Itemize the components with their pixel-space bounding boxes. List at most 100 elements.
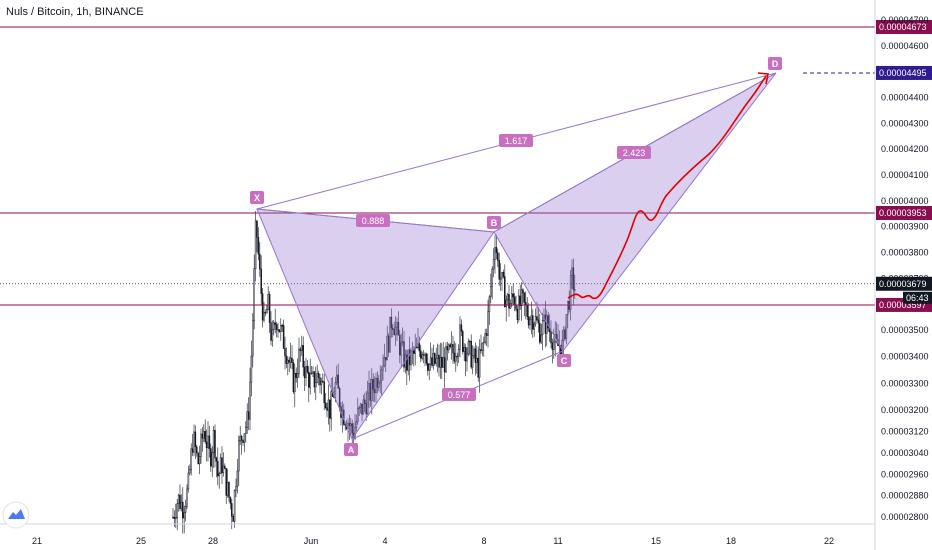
candle-body [365,403,367,415]
candle-body [200,433,202,457]
candle-body [386,335,388,361]
candle-body [245,426,247,434]
candle-body [420,350,422,359]
candle-body [522,289,524,294]
candle-body [474,348,477,363]
candle-body [323,381,325,404]
candle-body [243,433,246,443]
price-tick-label: 0.00004300 [881,118,929,128]
countdown-text: 06:43 [906,293,929,303]
price-tick-label: 0.00003200 [881,405,929,415]
candle-body [572,267,575,290]
candle-body [268,293,271,323]
candle-body [270,322,272,341]
candle-body [392,327,394,330]
candle-body [259,253,261,270]
candle-body [190,448,192,471]
candle-body [457,348,460,357]
candle-body [471,355,474,368]
candle-body [336,374,338,383]
candle-body [378,382,380,388]
candle-body [250,355,253,383]
candle-body [532,315,534,330]
candle-body [491,268,493,287]
candle-body [355,421,358,429]
candle-body [291,357,293,363]
pattern-ratio-label: 0.577 [448,390,471,400]
time-tick-label: 18 [726,536,736,546]
candle-body [317,373,320,378]
candle-body [201,433,204,439]
candle-body [236,470,239,487]
candle-body [417,343,419,348]
price-tick-label: 0.00002880 [881,491,929,501]
candle-body [368,383,370,394]
price-tick-label: 0.00004200 [881,144,929,154]
candle-body [228,481,230,498]
candle-body [403,341,405,368]
candle-body [483,341,485,344]
pattern-point-label: C [561,356,568,366]
candle-body [400,342,402,356]
price-tick-label: 0.00003400 [881,352,929,362]
candle-body [189,469,191,474]
candle-body [529,318,531,326]
pattern-ratio-badge [442,388,476,401]
projection-curve [567,75,767,300]
candle-body [541,320,544,336]
time-tick-label: 4 [382,536,387,546]
candle-body [193,431,195,453]
candle-body [380,369,383,382]
level-price-text: 0.00003597 [879,300,927,310]
pattern-point-badge [557,354,571,367]
candle-body [446,346,449,351]
pattern-ratio-badge [499,134,533,147]
pattern-point-label: X [254,193,260,203]
candle-body [469,340,471,343]
candle-body [481,342,484,351]
candle-body [513,296,516,306]
current-price-badge [876,276,932,291]
pattern-point-badge [487,216,501,229]
candle-body [498,260,500,280]
candle-body [478,349,481,378]
candle-body [562,329,565,341]
candle-body [509,303,512,309]
candle-body [435,358,437,364]
candle-body [319,377,321,386]
candle-body [372,379,374,390]
price-tick-label: 0.00003120 [881,427,929,437]
price-tick-label: 0.00004400 [881,93,929,103]
candle-body [362,399,365,415]
target-price-text: 0.00004495 [879,68,927,78]
candle-body [271,329,274,341]
candle-body [387,335,390,353]
candle-body [487,311,489,336]
price-tick-label: 0.00003700 [881,273,929,283]
candle-body [197,452,199,465]
level-price-text: 0.00003953 [879,208,927,218]
candle-body [571,267,573,276]
candle-body [180,501,183,509]
target-price-badge [876,65,932,80]
candle-body [397,322,400,336]
candle-body [421,354,423,359]
candle-body [361,403,363,415]
candle-body [337,374,339,389]
level-price-badge [876,205,932,220]
time-tick-label: 11 [553,536,562,546]
candle-body [176,503,178,519]
candle-body [436,354,439,359]
candle-body [313,371,316,388]
candle-body [574,289,576,291]
candle-body [203,431,205,439]
candle-body [214,430,216,459]
chart-title: Nuls / Bitcoin, 1h, BINANCE [6,6,144,18]
price-tick-label: 0.00002800 [881,512,929,522]
candle-body [359,403,362,408]
pattern-ratio-label: 0.888 [362,216,385,226]
candle-body [334,382,337,398]
pattern-point-badge [250,191,264,204]
candle-body [194,431,197,448]
candle-body [235,486,237,491]
